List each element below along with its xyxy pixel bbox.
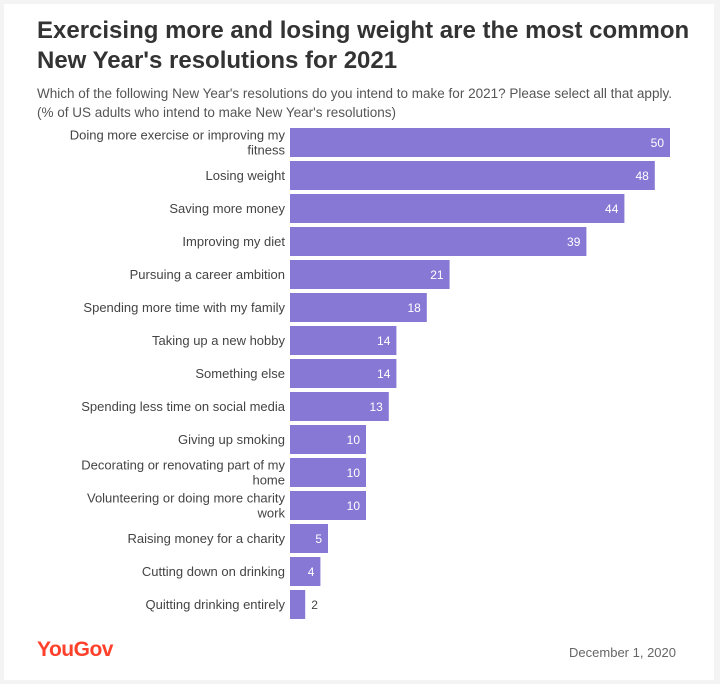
category-label: Volunteering or doing more charity work — [87, 491, 286, 521]
chart-subtitle: Which of the following New Year's resolu… — [37, 86, 672, 120]
category-label: Losing weight — [206, 168, 286, 183]
bar-quitting-drinking-entirely — [290, 590, 306, 619]
bar-taking-up-a-new-hobby — [290, 326, 397, 355]
chart-card: Exercising more and losing weight are th… — [4, 4, 714, 680]
category-label: Improving my diet — [182, 234, 285, 249]
value-label: 18 — [407, 301, 421, 315]
bar-volunteering-or-doing-more-charity-work — [290, 491, 366, 520]
value-label: 10 — [347, 433, 361, 447]
category-label: Saving more money — [169, 201, 285, 216]
value-label: 5 — [315, 532, 322, 546]
value-label: 10 — [347, 499, 361, 513]
bar-giving-up-smoking — [290, 425, 366, 454]
value-label: 39 — [567, 235, 581, 249]
value-label: 14 — [377, 367, 391, 381]
publish-date: December 1, 2020 — [569, 645, 676, 660]
value-label: 13 — [369, 400, 383, 414]
chart-title: Exercising more and losing weight are th… — [37, 17, 690, 74]
bar-saving-more-money — [290, 194, 625, 223]
bar-doing-more-exercise-or-improving-my-fitness — [290, 128, 670, 157]
bar-spending-less-time-on-social-media — [290, 392, 389, 421]
value-label: 44 — [605, 202, 619, 216]
bar-something-else — [290, 359, 397, 388]
bar-raising-money-for-a-charity — [290, 524, 328, 553]
category-label: Taking up a new hobby — [152, 333, 285, 348]
category-label: Quitting drinking entirely — [146, 597, 286, 612]
category-label: Spending more time with my family — [83, 300, 285, 315]
value-label: 14 — [377, 334, 391, 348]
category-label: Doing more exercise or improving my fitne… — [70, 128, 286, 158]
value-label: 10 — [347, 466, 361, 480]
value-label: 48 — [635, 169, 649, 183]
category-label: Giving up smoking — [178, 432, 285, 447]
bar-pursuing-a-career-ambition — [290, 260, 450, 289]
value-label: 50 — [651, 136, 665, 150]
value-label: 4 — [308, 565, 315, 579]
category-label: Decorating or renovating part of my home — [81, 458, 285, 488]
bar-improving-my-diet — [290, 227, 587, 256]
value-label: 21 — [430, 268, 444, 282]
value-label: 2 — [311, 598, 318, 612]
bar-chart: Doing more exercise or improving my fitne… — [70, 128, 670, 619]
yougov-logo[interactable]: YouGov — [37, 638, 113, 661]
bar-decorating-or-renovating-part-of-my-home — [290, 458, 366, 487]
bar-losing-weight — [290, 161, 655, 190]
bar-cutting-down-on-drinking — [290, 557, 321, 586]
category-label: Something else — [195, 366, 285, 381]
bar-spending-more-time-with-my-family — [290, 293, 427, 322]
category-label: Cutting down on drinking — [142, 564, 285, 579]
category-label: Raising money for a charity — [127, 531, 285, 546]
category-label: Spending less time on social media — [81, 399, 286, 414]
category-label: Pursuing a career ambition — [130, 267, 285, 282]
